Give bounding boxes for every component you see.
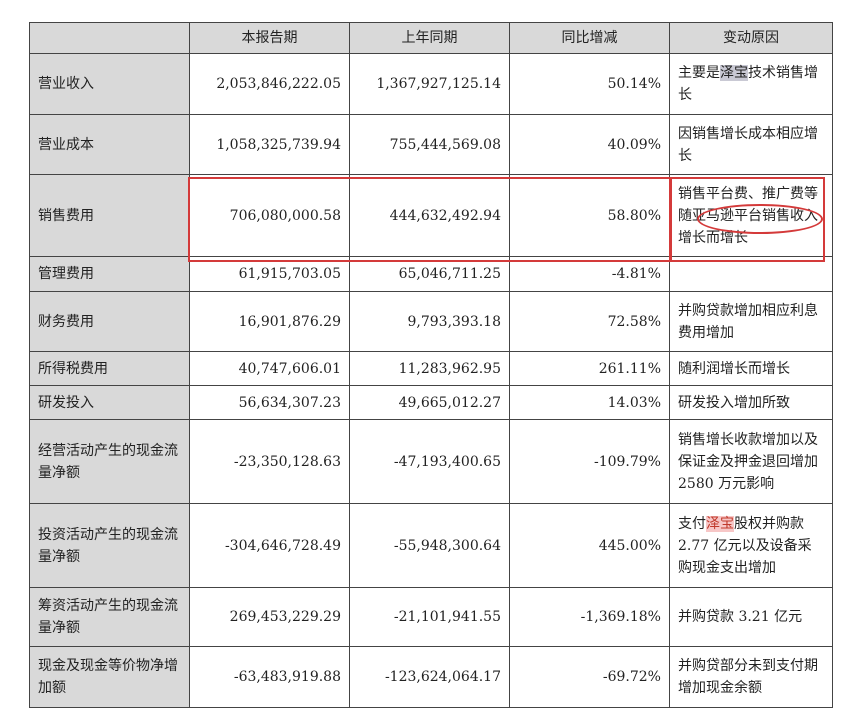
reason-text: 并购贷款 3.21 亿元 — [678, 609, 803, 625]
current-period-value: 16,901,876.29 — [189, 291, 350, 352]
reason-text: 并购贷部分未到支付期增加现金余额 — [678, 658, 818, 696]
previous-period-value: -123,624,064.17 — [349, 646, 510, 708]
previous-period-value: 9,793,393.18 — [349, 291, 510, 352]
previous-period-value: 444,632,492.94 — [349, 174, 510, 257]
table-row: 研发投入 56,634,307.23 49,665,012.27 14.03% 研发投入… — [29, 385, 833, 420]
current-period-value: 56,634,307.23 — [189, 385, 350, 420]
yoy-change-value: 14.03% — [509, 385, 670, 420]
table-row: 投资活动产生的现金流量净额 -304,646,728.49 -55,948,300.… — [29, 503, 833, 588]
header-yoy-change: 同比增减 — [509, 22, 670, 54]
reason-text: 随利润增长而增长 — [678, 360, 790, 377]
reason-text: 因销售增长成本相应增长 — [678, 125, 818, 164]
table-row: 管理费用 61,915,703.05 65,046,711.25 -4.81% — [29, 256, 833, 292]
yoy-change-value: -1,369.18% — [509, 587, 670, 647]
previous-period-value: 755,444,569.08 — [349, 114, 510, 175]
current-period-value: 61,915,703.05 — [189, 256, 350, 292]
header-current-period: 本报告期 — [189, 22, 350, 54]
change-reason: 支付泽宝股权并购款 2.77 亿元以及设备采购现金支出增加 — [669, 503, 833, 588]
yoy-change-value: 40.09% — [509, 114, 670, 175]
row-label: 所得税费用 — [29, 351, 190, 386]
change-reason: 销售平台费、推广费等随亚马逊平台销售收入增长而增长 — [669, 174, 833, 257]
reason-text: 销售平台费、推广费等随亚马逊平台销售收入增长而增长 — [678, 185, 818, 246]
previous-period-value: -47,193,400.65 — [349, 419, 510, 504]
yoy-change-value: 58.80% — [509, 174, 670, 257]
current-period-value: 706,080,000.58 — [189, 174, 350, 257]
header-previous-period: 上年同期 — [349, 22, 510, 54]
reason-text-tail: 技术销售增长 — [678, 65, 818, 103]
reason-text: 主要是 — [678, 65, 720, 81]
row-label: 筹资活动产生的现金流量净额 — [29, 587, 190, 647]
reason-text: 支付 — [678, 515, 706, 532]
change-reason: 并购贷款 3.21 亿元 — [669, 587, 833, 647]
table-row: 营业收入 2,053,846,222.05 1,367,927,125.14 50.1… — [29, 53, 833, 115]
previous-period-value: -55,948,300.64 — [349, 503, 510, 588]
financial-table: 本报告期 上年同期 同比增减 变动原因 营业收入 2,053,846,222.05… — [29, 22, 833, 708]
change-reason: 因销售增长成本相应增长 — [669, 114, 833, 175]
reason-text: 研发投入增加所致 — [678, 394, 790, 411]
change-reason: 销售增长收款增加以及保证金及押金退回增加 2580 万元影响 — [669, 419, 833, 504]
table-row: 所得税费用 40,747,606.01 11,283,962.95 261.11% 随利… — [29, 351, 833, 386]
previous-period-value: 65,046,711.25 — [349, 256, 510, 292]
yoy-change-value: 261.11% — [509, 351, 670, 386]
row-label: 现金及现金等价物净增加额 — [29, 646, 190, 708]
change-reason: 随利润增长而增长 — [669, 351, 833, 386]
reason-text: 销售增长收款增加以及保证金及押金退回增加 2580 万元影响 — [678, 431, 818, 492]
change-reason: 并购贷部分未到支付期增加现金余额 — [669, 646, 833, 708]
yoy-change-value: -69.72% — [509, 646, 670, 708]
row-label: 管理费用 — [29, 256, 190, 292]
change-reason: 研发投入增加所致 — [669, 385, 833, 420]
yoy-change-value: 72.58% — [509, 291, 670, 352]
row-label: 投资活动产生的现金流量净额 — [29, 503, 190, 588]
table-row: 营业成本 1,058,325,739.94 755,444,569.08 40.09%… — [29, 114, 833, 175]
change-reason: 主要是泽宝技术销售增长 — [669, 53, 833, 115]
current-period-value: -63,483,919.88 — [189, 646, 350, 708]
table-row: 筹资活动产生的现金流量净额 269,453,229.29 -21,101,941.5… — [29, 587, 833, 647]
previous-period-value: 11,283,962.95 — [349, 351, 510, 386]
table-row: 财务费用 16,901,876.29 9,793,393.18 72.58% 并购贷款增… — [29, 291, 833, 352]
previous-period-value: 49,665,012.27 — [349, 385, 510, 420]
reason-highlight: 泽宝 — [720, 65, 748, 81]
yoy-change-value: 445.00% — [509, 503, 670, 588]
yoy-change-value: -109.79% — [509, 419, 670, 504]
row-label: 研发投入 — [29, 385, 190, 420]
row-label: 营业收入 — [29, 53, 190, 115]
header-change-reason: 变动原因 — [669, 22, 833, 54]
row-label: 经营活动产生的现金流量净额 — [29, 419, 190, 504]
yoy-change-value: -4.81% — [509, 256, 670, 292]
header-blank — [29, 22, 190, 54]
previous-period-value: -21,101,941.55 — [349, 587, 510, 647]
current-period-value: 40,747,606.01 — [189, 351, 350, 386]
current-period-value: 2,053,846,222.05 — [189, 53, 350, 115]
change-reason — [669, 256, 833, 292]
current-period-value: 269,453,229.29 — [189, 587, 350, 647]
yoy-change-value: 50.14% — [509, 53, 670, 115]
row-label: 销售费用 — [29, 174, 190, 257]
table-row: 销售费用 706,080,000.58 444,632,492.94 58.80% 销售… — [29, 174, 833, 257]
table-row: 现金及现金等价物净增加额 -63,483,919.88 -123,624,064.1… — [29, 646, 833, 708]
reason-text-tail: 股权并购款 2.77 亿元以及设备采购现金支出增加 — [678, 515, 812, 576]
row-label: 财务费用 — [29, 291, 190, 352]
change-reason: 并购贷款增加相应利息费用增加 — [669, 291, 833, 352]
reason-highlight: 泽宝 — [706, 515, 734, 532]
current-period-value: -23,350,128.63 — [189, 419, 350, 504]
header-row: 本报告期 上年同期 同比增减 变动原因 — [29, 22, 833, 54]
table-row: 经营活动产生的现金流量净额 -23,350,128.63 -47,193,400.6… — [29, 419, 833, 504]
previous-period-value: 1,367,927,125.14 — [349, 53, 510, 115]
current-period-value: -304,646,728.49 — [189, 503, 350, 588]
reason-text: 并购贷款增加相应利息费用增加 — [678, 302, 818, 341]
current-period-value: 1,058,325,739.94 — [189, 114, 350, 175]
row-label: 营业成本 — [29, 114, 190, 175]
